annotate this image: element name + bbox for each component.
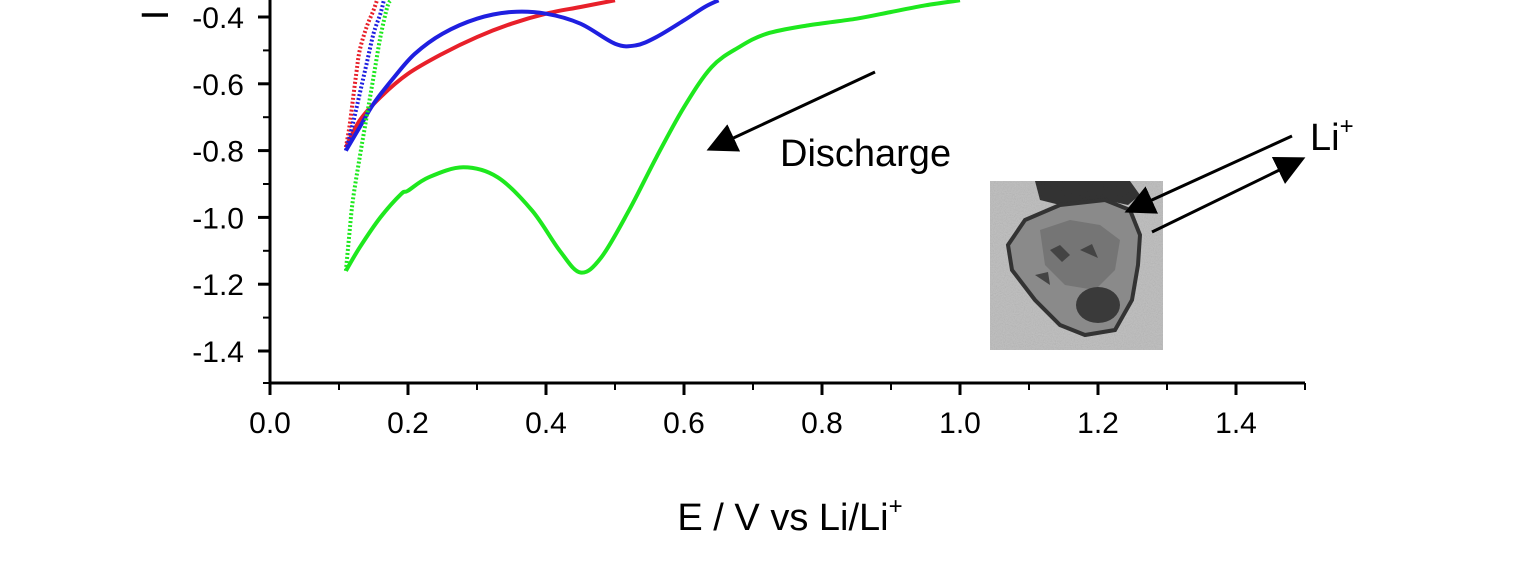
x-tick-label: 0.6 (663, 407, 705, 440)
y-tick-label: -1.2 (192, 269, 244, 302)
x-axis-title-sup: + (889, 493, 903, 520)
y-tick-label: -0.4 (192, 2, 244, 35)
y-tick-label: -1.4 (192, 336, 244, 369)
x-axis-title: E / V vs Li/Li+ (677, 493, 902, 539)
li-label: Li+ (1310, 113, 1354, 159)
series-line-return (344, 0, 720, 152)
x-tick-label: 0.8 (801, 407, 843, 440)
x-tick-label: 1.4 (1215, 407, 1257, 440)
x-tick-label: 1.2 (1077, 407, 1119, 440)
y-tick-label: -0.6 (192, 69, 244, 102)
y-tick-label: -1.0 (192, 202, 244, 235)
x-tick-label: 0.0 (249, 407, 291, 440)
y-tick-label: -0.8 (192, 136, 244, 169)
li-arrow-in (1124, 134, 1293, 214)
li-label-main: Li (1310, 117, 1340, 159)
discharge-arrow (706, 70, 876, 152)
series-layer (343, 0, 961, 275)
y-axis-title: I (135, 10, 177, 21)
x-axis-title-main: E / V vs Li/Li (677, 497, 888, 539)
li-arrow-out (1151, 157, 1306, 234)
series-3 (343, 0, 961, 275)
x-tick-label: 0.2 (387, 407, 429, 440)
series-line-forward (343, 0, 393, 272)
series-line-return (344, 0, 961, 275)
axes: 0.0 0.2 0.4 0.6 0.8 1.0 1.2 1.4 -0.4 -0.6 -0.8 -1.0… (192, 0, 1306, 440)
discharge-label: Discharge (780, 133, 951, 175)
series-2 (343, 0, 720, 152)
li-label-sup: + (1340, 113, 1354, 140)
x-tick-label: 0.4 (525, 407, 567, 440)
series-line-forward (343, 0, 386, 152)
x-tick-label: 1.0 (939, 407, 981, 440)
